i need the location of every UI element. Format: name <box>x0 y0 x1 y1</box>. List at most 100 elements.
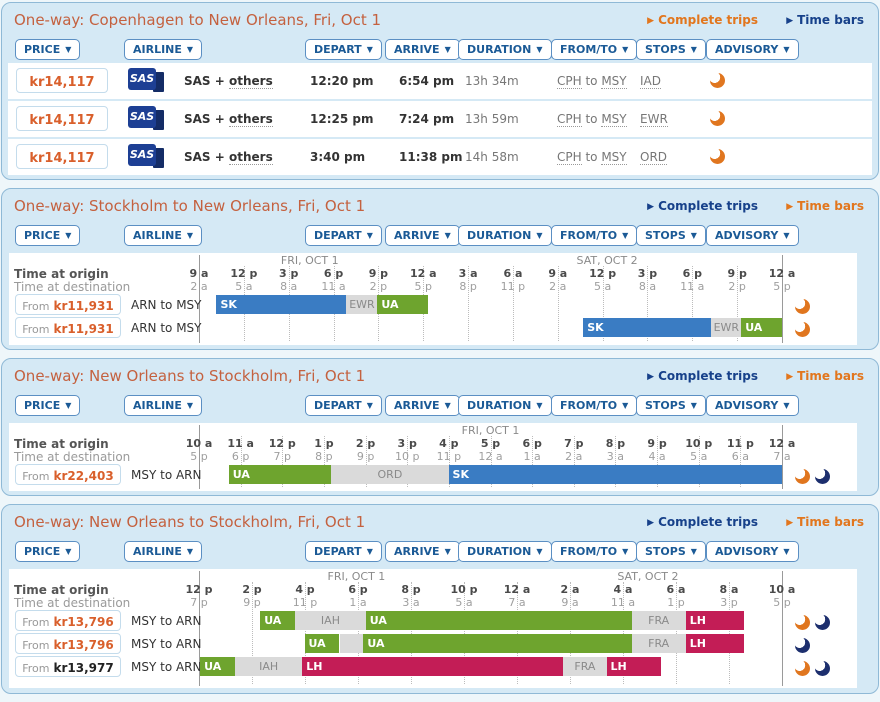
stop-airport-link[interactable]: IAD <box>640 74 661 89</box>
filter-button-arrive[interactable]: ARRIVE ▼ <box>385 395 460 416</box>
flight-segment-sk[interactable]: SK <box>448 465 782 484</box>
layover-segment[interactable]: FRA <box>631 634 686 653</box>
gridline <box>570 582 571 684</box>
layover-segment[interactable] <box>339 634 364 653</box>
layover-segment[interactable]: ORD <box>331 465 449 484</box>
time-bars-link[interactable]: ▶ Time bars <box>786 369 864 383</box>
price-button[interactable]: kr14,117 <box>16 68 108 93</box>
price-button[interactable]: kr14,117 <box>16 144 108 169</box>
price-button[interactable]: From kr11,931 <box>15 317 121 338</box>
filter-button-airline[interactable]: AIRLINE ▼ <box>124 225 203 246</box>
destination-tick-label: 1 a <box>349 596 367 609</box>
time-bars-link[interactable]: ▶ Time bars <box>786 515 864 529</box>
origin-airport-link[interactable]: CPH <box>557 150 582 165</box>
flight-segment-lh[interactable]: LH <box>302 657 564 676</box>
filter-button-airline[interactable]: AIRLINE ▼ <box>124 395 203 416</box>
origin-tick-label: 12 p <box>589 267 617 280</box>
flight-segment-ua[interactable]: UA <box>365 611 632 630</box>
flight-segment-sk[interactable]: SK <box>583 318 712 337</box>
filter-button-price[interactable]: PRICE ▼ <box>15 395 81 416</box>
price-button[interactable]: kr14,117 <box>16 106 108 131</box>
time-bars-link[interactable]: ▶ Time bars <box>786 199 864 213</box>
gridline <box>782 425 783 489</box>
panel-header: One-way: New Orleans to Stockholm, Fri, … <box>14 512 864 536</box>
origin-airport-link[interactable]: CPH <box>557 74 582 89</box>
complete-trips-link[interactable]: ▶ Complete trips <box>647 369 759 383</box>
filter-button-from-to[interactable]: FROM/TO ▼ <box>551 541 638 562</box>
filter-button-from-to[interactable]: FROM/TO ▼ <box>551 39 638 60</box>
filter-button-arrive[interactable]: ARRIVE ▼ <box>385 225 460 246</box>
filter-button-airline[interactable]: AIRLINE ▼ <box>124 39 203 60</box>
destination-airport-link[interactable]: MSY <box>601 74 627 89</box>
flight-segment-sk[interactable]: SK <box>216 295 347 314</box>
filter-button-from-to[interactable]: FROM/TO ▼ <box>551 225 638 246</box>
chevron-down-icon: ▼ <box>622 546 629 556</box>
flight-segment-ua[interactable]: UA <box>260 611 296 630</box>
filter-button-price[interactable]: PRICE ▼ <box>15 39 81 60</box>
complete-trips-link[interactable]: ▶ Complete trips <box>647 13 759 27</box>
layover-segment[interactable]: IAH <box>295 611 366 630</box>
layover-segment[interactable]: FRA <box>631 611 686 630</box>
airline-others-link[interactable]: others <box>228 112 273 127</box>
filter-button-stops[interactable]: STOPS ▼ <box>636 225 706 246</box>
filter-button-price[interactable]: PRICE ▼ <box>15 225 81 246</box>
chevron-down-icon: ▼ <box>622 44 629 54</box>
filter-button-from-to[interactable]: FROM/TO ▼ <box>551 395 638 416</box>
flight-segment-lh[interactable]: LH <box>606 657 662 676</box>
filter-button-duration[interactable]: DURATION ▼ <box>458 395 552 416</box>
filter-button-depart[interactable]: DEPART ▼ <box>305 39 382 60</box>
filter-button-advisory[interactable]: ADVISORY ▼ <box>706 225 799 246</box>
filter-button-stops[interactable]: STOPS ▼ <box>636 39 706 60</box>
filter-button-arrive[interactable]: ARRIVE ▼ <box>385 541 460 562</box>
flight-segment-ua[interactable]: UA <box>377 295 429 314</box>
filter-button-advisory[interactable]: ADVISORY ▼ <box>706 395 799 416</box>
gridline <box>199 255 200 343</box>
filter-button-stops[interactable]: STOPS ▼ <box>636 395 706 416</box>
filter-button-depart[interactable]: DEPART ▼ <box>305 541 382 562</box>
filter-button-stops[interactable]: STOPS ▼ <box>636 541 706 562</box>
filter-button-depart[interactable]: DEPART ▼ <box>305 225 382 246</box>
layover-segment[interactable]: EWR <box>346 295 378 314</box>
price-button[interactable]: From kr13,796 <box>15 610 121 631</box>
stop-airport-link[interactable]: ORD <box>640 150 668 165</box>
filter-button-airline[interactable]: AIRLINE ▼ <box>124 541 203 562</box>
destination-tick-label: 2 a <box>190 280 208 293</box>
airline-others-link[interactable]: others <box>228 150 273 165</box>
filter-button-duration[interactable]: DURATION ▼ <box>458 225 552 246</box>
advisory-icons <box>710 73 731 88</box>
flight-segment-lh[interactable]: LH <box>685 634 745 653</box>
destination-airport-link[interactable]: MSY <box>601 150 627 165</box>
stop-airport-link[interactable]: EWR <box>640 112 668 127</box>
filter-button-advisory[interactable]: ADVISORY ▼ <box>706 39 799 60</box>
price-button[interactable]: From kr22,403 <box>15 464 121 485</box>
price-button[interactable]: From kr13,796 <box>15 633 121 654</box>
filter-button-arrive[interactable]: ARRIVE ▼ <box>385 39 460 60</box>
flight-segment-ua[interactable]: UA <box>200 657 236 676</box>
flight-segment-ua[interactable]: UA <box>741 318 782 337</box>
view-links: ▶ Complete trips ▶ Time bars <box>623 369 864 383</box>
duration: 14h 58m <box>465 150 519 164</box>
flight-segment-ua[interactable]: UA <box>363 634 632 653</box>
filter-button-duration[interactable]: DURATION ▼ <box>458 39 552 60</box>
filter-button-duration[interactable]: DURATION ▼ <box>458 541 552 562</box>
layover-segment[interactable]: EWR <box>711 318 742 337</box>
flight-segment-lh[interactable]: LH <box>685 611 745 630</box>
flight-segment-ua[interactable]: UA <box>228 465 332 484</box>
filter-button-price[interactable]: PRICE ▼ <box>15 541 81 562</box>
price-button[interactable]: From kr13,977 <box>15 656 121 677</box>
airline-others-link[interactable]: others <box>228 74 273 89</box>
origin-airport-link[interactable]: CPH <box>557 112 582 127</box>
time-bars-link[interactable]: ▶ Time bars <box>786 13 864 27</box>
price-button[interactable]: From kr11,931 <box>15 294 121 315</box>
time-at-destination-label: Time at destination <box>14 450 131 464</box>
filter-button-advisory[interactable]: ADVISORY ▼ <box>706 541 799 562</box>
flight-segment-ua[interactable]: UA <box>304 634 340 653</box>
layover-segment[interactable]: IAH <box>235 657 303 676</box>
complete-trips-link[interactable]: ▶ Complete trips <box>647 515 759 529</box>
layover-segment[interactable]: FRA <box>563 657 607 676</box>
price-from-label: From <box>22 323 50 336</box>
complete-trips-link[interactable]: ▶ Complete trips <box>647 199 759 213</box>
destination-airport-link[interactable]: MSY <box>601 112 627 127</box>
origin-tick-label: 8 p <box>605 437 626 450</box>
filter-button-depart[interactable]: DEPART ▼ <box>305 395 382 416</box>
